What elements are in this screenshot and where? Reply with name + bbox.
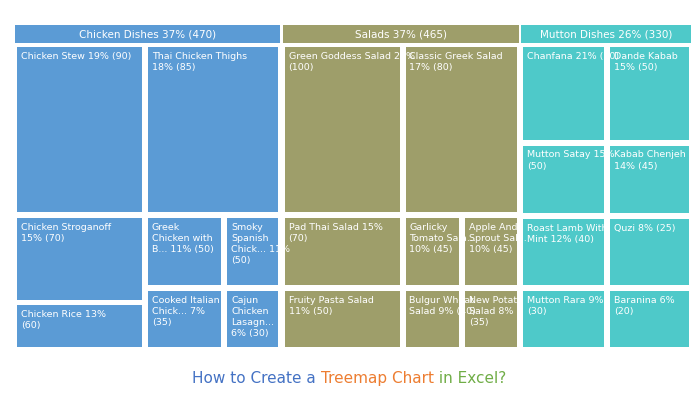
Text: Quzi 8% (25): Quzi 8% (25) [614,224,675,233]
Text: Pad Thai Salad 15%
(70): Pad Thai Salad 15% (70) [288,223,383,243]
Text: Green Goddess Salad 20%
(100): Green Goddess Salad 20% (100) [288,52,415,72]
Bar [610,291,689,347]
Bar [148,218,221,285]
Bar [148,291,221,347]
Text: Roast Lamb With
Mint 12% (40): Roast Lamb With Mint 12% (40) [528,224,608,244]
Bar [148,47,278,212]
Text: Greek
Chicken with
B... 11% (50): Greek Chicken with B... 11% (50) [151,223,214,254]
Text: Fruity Pasta Salad
11% (50): Fruity Pasta Salad 11% (50) [288,296,373,316]
Text: Mutton Satay 15%
(50): Mutton Satay 15% (50) [528,150,615,170]
Bar [283,26,519,43]
Text: New Potato
Salad 8%
(35): New Potato Salad 8% (35) [469,296,523,327]
Bar [524,146,604,214]
Text: Cooked Italian
Chick... 7%
(35): Cooked Italian Chick... 7% (35) [151,296,219,327]
Bar [610,219,689,285]
Bar [406,218,459,285]
Text: Garlicky
Tomato Sala...
10% (45): Garlicky Tomato Sala... 10% (45) [410,223,476,254]
Text: Classic Greek Salad
17% (80): Classic Greek Salad 17% (80) [410,52,503,72]
Text: Apple And
Sprout Sal...
10% (45): Apple And Sprout Sal... 10% (45) [469,223,527,254]
Text: Chicken Stroganoff
15% (70): Chicken Stroganoff 15% (70) [21,223,111,243]
Bar [17,218,142,300]
Text: Chanfana 21% (70): Chanfana 21% (70) [528,52,620,61]
Text: Thai Chicken Thighs
18% (85): Thai Chicken Thighs 18% (85) [151,52,247,72]
Text: Chicken Rice 13%
(60): Chicken Rice 13% (60) [21,310,106,330]
Bar [285,47,399,212]
Text: Kabab Chenjeh
14% (45): Kabab Chenjeh 14% (45) [614,150,685,170]
Bar [285,291,399,347]
Bar [285,218,399,285]
Bar [406,291,459,347]
Text: Bulgur Wheat
Salad 9% (40): Bulgur Wheat Salad 9% (40) [410,296,476,316]
Text: Chicken Dishes 37% (470): Chicken Dishes 37% (470) [79,29,216,39]
Bar [524,291,604,347]
Text: Chicken Stew 19% (90): Chicken Stew 19% (90) [21,52,131,61]
Bar [610,47,689,140]
Text: Mutton Dishes 26% (330): Mutton Dishes 26% (330) [540,29,672,39]
Text: Dande Kabab
15% (50): Dande Kabab 15% (50) [614,52,678,72]
Text: Cajun
Chicken
Lasagn...
6% (30): Cajun Chicken Lasagn... 6% (30) [231,296,274,338]
Bar [17,306,142,347]
Text: Salads 37% (465): Salads 37% (465) [355,29,447,39]
Text: Baranina 6%
(20): Baranina 6% (20) [614,296,674,316]
Bar [465,291,517,347]
Text: in Excel?: in Excel? [433,371,506,386]
Text: Smoky
Spanish
Chick... 11%
(50): Smoky Spanish Chick... 11% (50) [231,223,290,266]
Bar [521,26,691,43]
Text: How to Create a: How to Create a [192,371,320,386]
Bar [524,47,604,140]
Bar [17,47,142,212]
Bar [465,218,517,285]
Bar [610,146,689,214]
Bar [227,218,278,285]
Bar [524,219,604,285]
Bar [15,26,280,43]
Text: Mutton Rara 9%
(30): Mutton Rara 9% (30) [528,296,604,316]
Bar [227,291,278,347]
Bar [406,47,517,212]
Text: Treemap Chart: Treemap Chart [320,371,433,386]
